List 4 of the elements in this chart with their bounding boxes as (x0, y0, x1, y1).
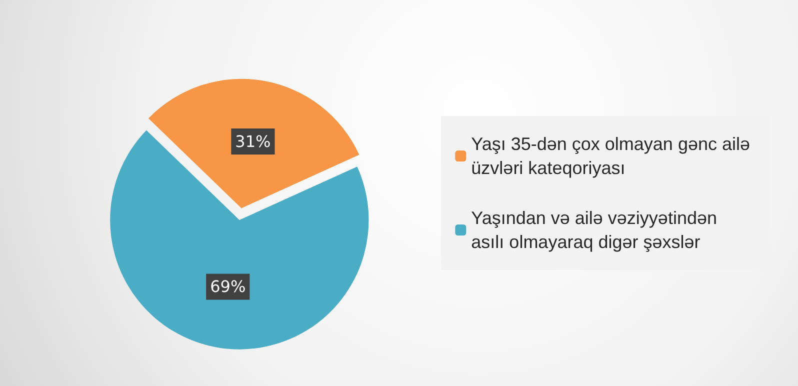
legend-label: Yaşından və ailə vəziyyətindən asılı olmayaraq digər şəxslər (471, 208, 717, 252)
legend-label: Yaşı 35-dən çox olmayan gənc ailə üzvləri kateqoriyası (471, 134, 750, 178)
data-label: 69% (210, 277, 246, 296)
data-label: 31% (235, 132, 271, 152)
